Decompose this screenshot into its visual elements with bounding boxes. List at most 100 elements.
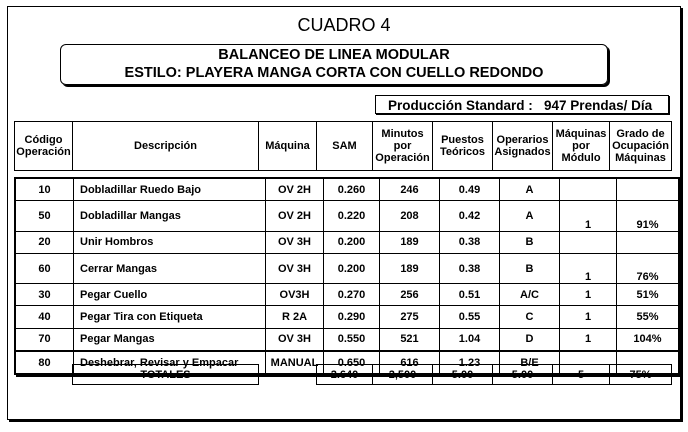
subtitle-box: BALANCEO DE LINEA MODULAR ESTILO: PLAYER… <box>60 44 608 85</box>
cell-puestos: 0.38 <box>439 252 500 285</box>
cell-maquina: OV 2H <box>265 177 324 202</box>
cell-operarios: C <box>499 305 560 329</box>
cell-codigo: 20 <box>14 230 74 254</box>
cell-sam: 0.220 <box>323 200 380 232</box>
cell-maquina: R 2A <box>265 305 324 329</box>
cell-minutos: 208 <box>379 200 440 232</box>
cell-puestos: 0.42 <box>439 200 500 232</box>
document-frame <box>7 6 681 420</box>
cell-minutos: 256 <box>379 283 440 307</box>
table-row: 50 Dobladillar Mangas OV 2H 0.220 208 0.42 A 1 9… <box>14 200 680 232</box>
cell-descripcion: Pegar Cuello <box>73 283 266 307</box>
cell-descripcion: Pegar Mangas <box>73 327 266 352</box>
header-descripcion: Descripción <box>72 121 259 171</box>
header-operarios: Operarios Asignados <box>492 121 553 171</box>
cell-codigo: 80 <box>14 350 74 375</box>
cell-codigo: 70 <box>14 327 74 352</box>
cell-grado: 51% <box>616 283 680 307</box>
cell-minutos: 246 <box>379 177 440 202</box>
cell-sam: 0.200 <box>323 252 380 285</box>
cell-sam: 0.200 <box>323 230 380 254</box>
totals-spacer <box>259 365 317 385</box>
cell-codigo: 60 <box>14 252 74 285</box>
subtitle-line-2: ESTILO: PLAYERA MANGA CORTA CON CUELLO R… <box>124 65 544 81</box>
cell-descripcion: Cerrar Mangas <box>73 252 266 285</box>
totals-operarios: 5.00 <box>492 364 553 385</box>
header-grado: Grado de Ocupación Máquinas <box>609 121 672 171</box>
table-row: 80 Deshebrar, Revisar y Empacar MANUAL 0.65… <box>14 350 680 375</box>
subtitle-line-1: BALANCEO DE LINEA MODULAR <box>218 47 450 63</box>
totals-puestos: 5.00 <box>432 364 493 385</box>
cell-sam: 0.270 <box>323 283 380 307</box>
cell-sam: 0.260 <box>323 177 380 202</box>
cell-codigo: 10 <box>14 177 74 202</box>
cell-maquinas: 1 <box>559 200 617 232</box>
cell-descripcion: Dobladillar Mangas <box>73 200 266 232</box>
totals-maquinas: 5 <box>552 364 610 385</box>
cell-puestos: 1.04 <box>439 327 500 352</box>
table-row: 40 Pegar Tira con Etiqueta R 2A 0.290 275 0.5… <box>14 305 680 329</box>
cell-grado: 91% <box>616 200 680 232</box>
header-codigo: Código Operación <box>14 121 73 171</box>
cell-puestos: 0.55 <box>439 305 500 329</box>
header-table: Código Operación Descripción Máquina SAM… <box>14 121 672 171</box>
cell-maquinas <box>559 230 617 254</box>
table-row: 70 Pegar Mangas OV 3H 0.550 521 1.04 D 1 104% <box>14 327 680 352</box>
cell-sam: 0.550 <box>323 327 380 352</box>
cell-puestos: 0.38 <box>439 230 500 254</box>
cell-minutos: 189 <box>379 252 440 285</box>
table-row: 60 Cerrar Mangas OV 3H 0.200 189 0.38 B 1 76% <box>14 252 680 285</box>
cell-operarios: A <box>499 177 560 202</box>
cell-grado <box>616 177 680 202</box>
header-puestos: Puestos Teóricos <box>432 121 493 171</box>
header-minutos: Minutos por Operación <box>372 121 433 171</box>
cell-puestos: 0.51 <box>439 283 500 307</box>
cell-codigo: 30 <box>14 283 74 307</box>
cell-operarios: B <box>499 252 560 285</box>
cell-minutos: 189 <box>379 230 440 254</box>
cell-maquina: OV3H <box>265 283 324 307</box>
cell-operarios: D <box>499 327 560 352</box>
cell-grado <box>616 230 680 254</box>
header-maquinas: Máquinas por Módulo <box>552 121 610 171</box>
cell-sam: 0.290 <box>323 305 380 329</box>
totals-sam: 2.640 <box>316 364 373 385</box>
cell-maquina: OV 3H <box>265 230 324 254</box>
totals-grado: 75% <box>609 364 672 385</box>
cell-codigo: 40 <box>14 305 74 329</box>
cell-maquina: OV 2H <box>265 200 324 232</box>
document-title: CUADRO 4 <box>297 15 391 35</box>
cell-maquina: OV 3H <box>265 327 324 352</box>
cell-operarios: B <box>499 230 560 254</box>
cell-descripcion: Dobladillar Ruedo Bajo <box>73 177 266 202</box>
cell-descripcion: Pegar Tira con Etiqueta <box>73 305 266 329</box>
cell-minutos: 521 <box>379 327 440 352</box>
cell-maquinas: 1 <box>559 327 617 352</box>
production-value: 947 Prendas/ Día <box>544 98 653 113</box>
operations-table: 10 Dobladillar Ruedo Bajo OV 2H 0.260 246 0.4… <box>14 177 680 376</box>
cell-grado: 55% <box>616 305 680 329</box>
cell-codigo: 50 <box>14 200 74 232</box>
cell-maquina: OV 3H <box>265 252 324 285</box>
cell-operarios: A/C <box>499 283 560 307</box>
cell-minutos: 275 <box>379 305 440 329</box>
totals-minutos: 2,500 <box>372 364 433 385</box>
table-row: 20 Unir Hombros OV 3H 0.200 189 0.38 B <box>14 230 680 254</box>
cell-maquinas: 1 <box>559 305 617 329</box>
cell-puestos: 0.49 <box>439 177 500 202</box>
totals-table: TOTALES 2.640 2,500 5.00 5.00 5 75% <box>72 364 672 385</box>
cell-maquinas <box>559 177 617 202</box>
cell-grado: 104% <box>616 327 680 352</box>
cell-grado: 76% <box>616 252 680 285</box>
table-row: 30 Pegar Cuello OV3H 0.270 256 0.51 A/C 1 51% <box>14 283 680 307</box>
cell-maquinas: 1 <box>559 283 617 307</box>
cell-operarios: A <box>499 200 560 232</box>
production-label: Producción Standard : <box>388 98 533 113</box>
totals-label: TOTALES <box>72 364 259 385</box>
cell-descripcion: Unir Hombros <box>73 230 266 254</box>
table-row: 10 Dobladillar Ruedo Bajo OV 2H 0.260 246 0.4… <box>14 177 680 202</box>
header-sam: SAM <box>316 121 373 171</box>
cell-maquinas: 1 <box>559 252 617 285</box>
production-standard: Producción Standard : 947 Prendas/ Día <box>375 95 669 114</box>
header-maquina: Máquina <box>258 121 317 171</box>
